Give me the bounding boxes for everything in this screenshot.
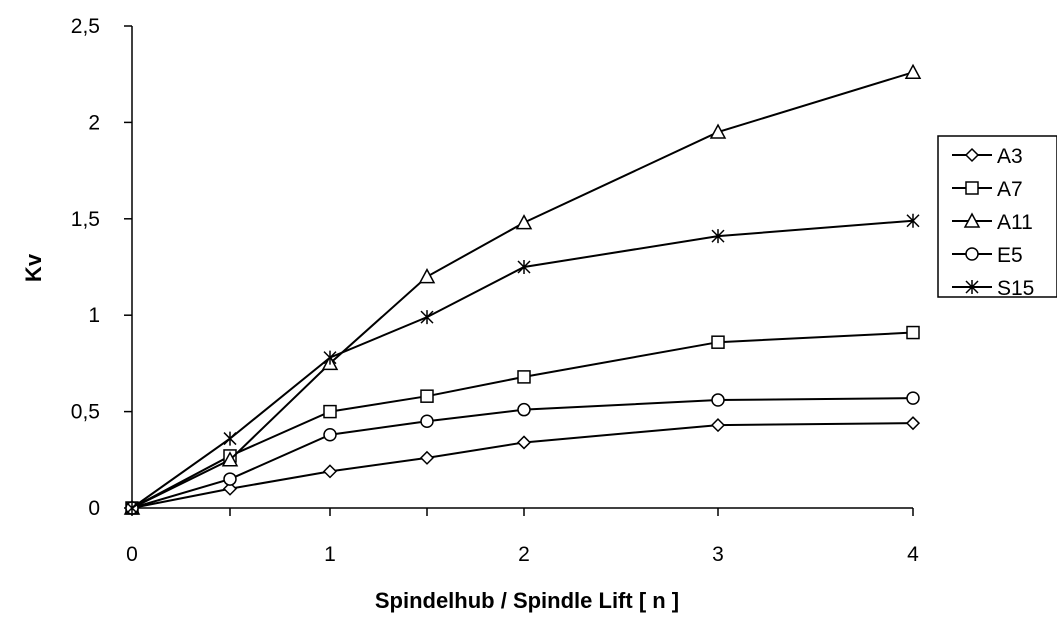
x-tick-label: 1 — [324, 543, 336, 566]
data-point — [516, 435, 532, 450]
data-point — [221, 451, 239, 467]
legend-item-s15: S15 — [952, 277, 1034, 300]
data-point — [965, 181, 979, 195]
x-tick-label: 2 — [518, 543, 530, 566]
series-lines — [123, 63, 922, 516]
series-line — [131, 422, 914, 509]
legend-label: A3 — [997, 145, 1023, 168]
data-point — [906, 391, 920, 405]
x-tick-label: 4 — [907, 543, 919, 566]
data-point — [322, 464, 338, 479]
legend-item-e5: E5 — [952, 244, 1023, 267]
legend-item-a11: A11 — [952, 211, 1033, 234]
data-point — [710, 418, 726, 433]
legend-label: A7 — [997, 178, 1023, 201]
data-point — [323, 350, 337, 365]
data-point — [964, 147, 980, 163]
axes: 0 0,5 1 1,5 2 2,5 0 1 2 3 4 — [71, 15, 919, 566]
data-point — [323, 404, 337, 419]
data-point — [711, 229, 725, 244]
data-point — [906, 213, 920, 228]
y-tick-label: 0 — [88, 497, 100, 520]
series-e5 — [125, 391, 920, 515]
y-axis-title: Kv — [21, 253, 46, 282]
data-point — [223, 431, 237, 446]
legend-label: S15 — [997, 277, 1034, 300]
legend-item-a7: A7 — [952, 178, 1023, 201]
data-point — [517, 260, 531, 274]
y-tick-label: 2,5 — [71, 15, 100, 38]
data-point — [906, 325, 920, 340]
data-point — [517, 370, 531, 384]
data-point — [965, 247, 979, 261]
data-point — [965, 280, 979, 294]
data-point — [223, 472, 237, 486]
data-point — [418, 268, 436, 284]
series-line — [131, 331, 914, 509]
series-s15 — [125, 213, 920, 515]
data-point — [420, 310, 434, 325]
series-a3 — [124, 416, 921, 516]
y-tick-label: 2 — [88, 111, 100, 134]
data-point — [963, 212, 981, 228]
series-line — [131, 219, 914, 509]
y-tick-label: 1,5 — [71, 208, 100, 231]
data-point — [419, 450, 435, 465]
data-point — [420, 414, 434, 428]
legend-box — [937, 135, 1057, 298]
data-point — [222, 481, 238, 496]
data-point — [904, 63, 922, 80]
data-point — [125, 501, 139, 515]
data-point — [905, 416, 921, 431]
data-point — [711, 335, 725, 349]
legend-label: A11 — [997, 211, 1033, 234]
x-axis-title: Spindelhub / Spindle Lift [ n ] — [375, 588, 679, 613]
x-tick-label: 3 — [712, 543, 724, 566]
data-point — [323, 427, 337, 442]
legend-item-a3: A3 — [952, 145, 1023, 168]
data-point — [515, 214, 533, 230]
data-point — [517, 402, 531, 417]
data-point — [711, 393, 725, 407]
legend: A3 A7 A11 E5 S15 — [937, 135, 1057, 300]
data-point — [420, 389, 434, 403]
data-point — [709, 123, 727, 139]
x-tick-label: 0 — [126, 543, 138, 566]
legend-label: E5 — [997, 244, 1023, 267]
y-tick-label: 1 — [88, 304, 100, 327]
y-tick-label: 0,5 — [71, 401, 100, 424]
